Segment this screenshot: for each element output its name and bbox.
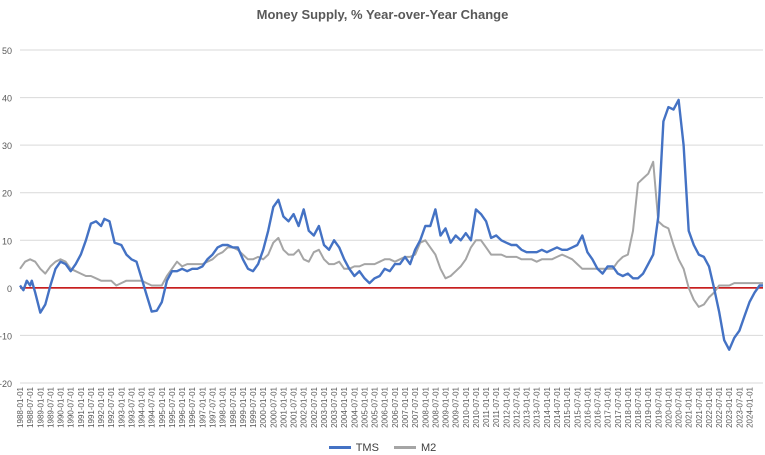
- legend: TMS M2: [0, 440, 765, 454]
- x-tick-label: 2001-01-01: [279, 386, 288, 427]
- x-tick-label: 2024-01-01: [745, 386, 754, 427]
- x-tick-label: 2005-01-01: [360, 386, 369, 427]
- x-tick-label: 2015-01-01: [563, 386, 572, 427]
- y-tick-label: -20: [0, 379, 12, 389]
- x-tick-label: 1989-01-01: [36, 386, 45, 427]
- y-tick-label: -10: [0, 331, 12, 341]
- x-tick-label: 1996-07-01: [188, 386, 197, 427]
- series-line-m2: [19, 160, 763, 308]
- x-tick-label: 2022-01-01: [705, 386, 714, 427]
- x-tick-label: 2021-01-01: [685, 386, 694, 427]
- x-tick-label: 1988-07-01: [26, 386, 35, 427]
- x-tick-label: 1988-01-01: [16, 386, 25, 427]
- x-tick-label: 1990-01-01: [57, 386, 66, 427]
- x-tick-label: 1995-01-01: [158, 386, 167, 427]
- x-tick-label: 2002-07-01: [310, 386, 319, 427]
- x-tick-label: 2011-01-01: [482, 386, 491, 427]
- x-tick-label: 2019-01-01: [644, 386, 653, 427]
- x-tick-label: 1991-01-01: [77, 386, 86, 427]
- x-tick-label: 2012-07-01: [512, 386, 521, 427]
- legend-label-m2: M2: [421, 441, 437, 454]
- x-tick-label: 2016-07-01: [594, 386, 603, 427]
- x-tick-label: 2000-01-01: [259, 386, 268, 427]
- y-tick-label: 10: [2, 236, 12, 246]
- x-tick-label: 2006-07-01: [391, 386, 400, 427]
- x-tick-label: 1994-07-01: [148, 386, 157, 427]
- x-tick-label: 2014-01-01: [543, 386, 552, 427]
- y-tick-label: 30: [2, 141, 12, 151]
- x-tick-label: 2004-01-01: [340, 386, 349, 427]
- x-tick-label: 1998-01-01: [219, 386, 228, 427]
- y-tick-label: 0: [7, 284, 12, 294]
- x-tick-label: 1993-01-01: [117, 386, 126, 427]
- x-tick-label: 2023-07-01: [735, 386, 744, 427]
- x-tick-label: 2008-01-01: [421, 386, 430, 427]
- x-tick-label: 2010-07-01: [472, 386, 481, 427]
- x-tick-label: 1996-01-01: [178, 386, 187, 427]
- x-tick-label: 1997-07-01: [209, 386, 218, 427]
- x-axis-ticks: 1988-01-01 1988-07-01 1989-01-01 1989-07-01…: [16, 386, 754, 427]
- legend-item-m2[interactable]: M2: [394, 442, 436, 454]
- x-tick-label: 2022-07-01: [715, 386, 724, 427]
- x-tick-label: 2008-07-01: [431, 386, 440, 427]
- x-tick-label: 2021-07-01: [695, 386, 704, 427]
- x-tick-label: 1995-07-01: [168, 386, 177, 427]
- x-tick-label: 2002-01-01: [300, 386, 309, 427]
- x-tick-label: 2007-07-01: [411, 386, 420, 427]
- x-tick-label: 2000-07-01: [269, 386, 278, 427]
- x-tick-label: 2018-01-01: [624, 386, 633, 427]
- x-tick-label: 2010-01-01: [462, 386, 471, 427]
- x-tick-label: 1994-01-01: [138, 386, 147, 427]
- x-tick-label: 2019-07-01: [654, 386, 663, 427]
- x-tick-label: 2014-07-01: [553, 386, 562, 427]
- x-tick-label: 2006-01-01: [381, 386, 390, 427]
- x-tick-label: 2013-07-01: [533, 386, 542, 427]
- x-tick-label: 2016-01-01: [583, 386, 592, 427]
- y-tick-label: 20: [2, 189, 12, 199]
- x-tick-label: 2015-07-01: [573, 386, 582, 427]
- x-tick-label: 1999-07-01: [249, 386, 258, 427]
- x-tick-label: 2023-01-01: [725, 386, 734, 427]
- x-tick-label: 1998-07-01: [229, 386, 238, 427]
- x-tick-label: 2012-01-01: [502, 386, 511, 427]
- y-axis-ticks: -20 -10 0 10 20 30 40 50: [0, 46, 12, 389]
- x-tick-label: 2017-01-01: [604, 386, 613, 427]
- x-tick-label: 2018-07-01: [634, 386, 643, 427]
- gridlines: [20, 49, 763, 384]
- x-tick-label: 2020-01-01: [664, 386, 673, 427]
- x-tick-label: 2009-07-01: [452, 386, 461, 427]
- x-tick-label: 2005-07-01: [371, 386, 380, 427]
- x-tick-label: 1999-01-01: [239, 386, 248, 427]
- x-tick-label: 1993-07-01: [127, 386, 136, 427]
- legend-swatch-m2: [394, 446, 416, 449]
- x-tick-label: 2003-01-01: [320, 386, 329, 427]
- y-tick-label: 50: [2, 46, 12, 56]
- chart-title: Money Supply, % Year-over-Year Change: [256, 7, 509, 22]
- x-tick-label: 1991-07-01: [87, 386, 96, 427]
- x-tick-label: 1992-01-01: [97, 386, 106, 427]
- legend-item-tms[interactable]: TMS: [328, 441, 379, 454]
- x-tick-label: 2007-01-01: [401, 386, 410, 427]
- series-line-tms: [19, 98, 763, 351]
- x-tick-label: 2011-07-01: [492, 386, 501, 427]
- x-tick-label: 2020-07-01: [675, 386, 684, 427]
- legend-swatch-tms: [328, 446, 351, 449]
- series-lines: [19, 98, 763, 351]
- x-tick-label: 2001-07-01: [290, 386, 299, 427]
- x-tick-label: 1992-07-01: [107, 386, 116, 427]
- x-tick-label: 2004-07-01: [350, 386, 359, 427]
- x-tick-label: 1997-01-01: [198, 386, 207, 427]
- x-tick-label: 2009-01-01: [442, 386, 451, 427]
- x-tick-label: 2013-01-01: [523, 386, 532, 427]
- x-tick-label: 1990-07-01: [67, 386, 76, 427]
- x-tick-label: 2003-07-01: [330, 386, 339, 427]
- y-tick-label: 40: [2, 94, 12, 104]
- x-tick-label: 2017-07-01: [614, 386, 623, 427]
- x-tick-label: 1989-07-01: [46, 386, 55, 427]
- legend-label-tms: TMS: [355, 441, 379, 454]
